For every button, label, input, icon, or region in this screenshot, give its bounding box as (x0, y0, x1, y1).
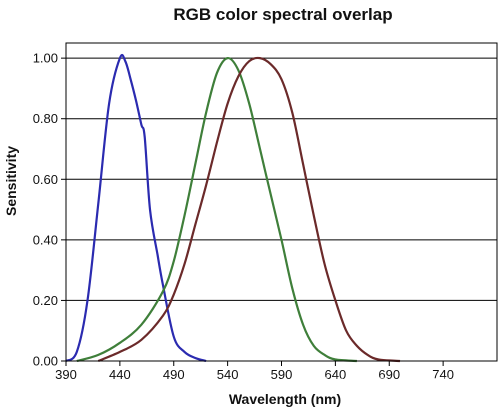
x-tick-label-7: 740 (432, 367, 454, 382)
y-tick-label-5: 1.00 (33, 51, 58, 66)
x-tick-label-6: 690 (378, 367, 400, 382)
watermark-text: 掘金技术社区 @ 布客飞龙 (305, 376, 468, 393)
x-tick-label-0: 390 (55, 367, 77, 382)
x-tick-label-1: 440 (109, 367, 131, 382)
y-tick-label-1: 0.20 (33, 293, 58, 308)
y-tick-labels: 0.00 0.20 0.40 0.60 0.80 1.00 (33, 51, 66, 369)
plot-frame (65, 42, 498, 362)
y-tick-label-2: 0.40 (33, 232, 58, 247)
x-axis-label: Wavelength (nm) (229, 391, 341, 407)
y-tick-label-3: 0.60 (33, 172, 58, 187)
gridlines (66, 57, 497, 362)
x-tick-label-2: 490 (163, 367, 185, 382)
y-tick-label-0: 0.00 (33, 354, 58, 369)
series-line-1 (76, 57, 357, 363)
x-tick-labels: 390 440 490 540 590 640 690 740 (55, 361, 454, 382)
y-tick-label-4: 0.80 (33, 111, 58, 126)
x-tick-label-5: 640 (325, 367, 347, 382)
series-lines (65, 53, 401, 363)
series-line-2 (97, 56, 401, 363)
chart-title: RGB color spectral overlap (173, 5, 392, 24)
x-tick-label-4: 590 (271, 367, 293, 382)
series-line-0 (65, 53, 207, 363)
x-tick-label-3: 540 (217, 367, 239, 382)
y-axis-label: Sensitivity (3, 146, 19, 216)
